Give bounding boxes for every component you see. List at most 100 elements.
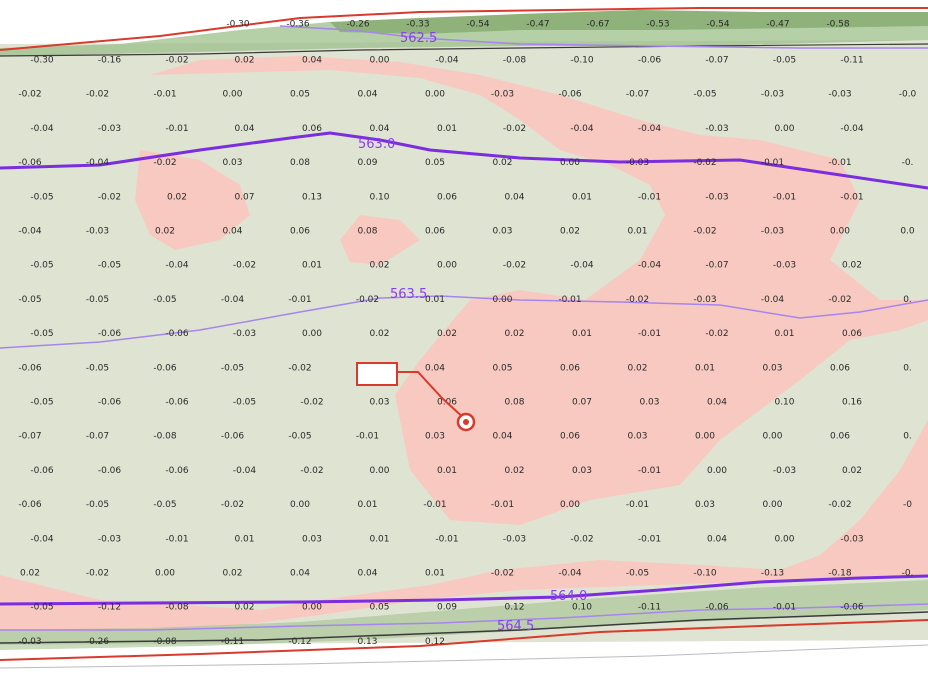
grid-value-top: -0.53: [646, 20, 669, 30]
grid-value: -0.02: [221, 500, 244, 510]
grid-value: -0.02: [300, 398, 323, 408]
grid-value: 0.08: [504, 398, 524, 408]
grid-value: -0.08: [153, 432, 177, 442]
grid-value: -0.07: [705, 56, 728, 66]
grid-value: -0.02: [626, 295, 649, 305]
grid-value: -0.10: [693, 569, 717, 579]
grid-value: 0.07: [234, 192, 254, 202]
grid-value: -0.01: [435, 534, 458, 544]
grid-value: 0.01: [425, 569, 445, 579]
grid-value: -0.04: [86, 158, 110, 168]
grid-value: 0.06: [560, 363, 580, 373]
grid-value: 0.10: [774, 398, 794, 408]
grid-value: -0.06: [558, 90, 582, 100]
road-edge-line: [0, 611, 928, 644]
grid-value: 0.00: [762, 500, 782, 510]
grid-value: 0.06: [830, 432, 850, 442]
grid-value: -0.02: [233, 261, 256, 271]
grid-value: -0.05: [153, 295, 176, 305]
grid-value: -0.01: [638, 329, 661, 339]
grid-value: -0.01: [558, 295, 581, 305]
grid-value: -0.06: [221, 432, 245, 442]
grid-value: -0.06: [840, 603, 864, 613]
grid-value: -0.01: [638, 192, 661, 202]
grid-value: -0.03: [491, 90, 514, 100]
grid-value: -0.04: [638, 124, 662, 134]
grid-value: -0.18: [828, 569, 852, 579]
grid-value: 0.03: [302, 534, 322, 544]
contour-564-0: [0, 574, 928, 606]
grid-value: -0.04: [840, 124, 864, 134]
grid-value: 0.00: [695, 432, 715, 442]
grid-value: -0.03: [761, 227, 784, 237]
grid-value: -0.04: [761, 295, 785, 305]
grid-value: 0.01: [572, 192, 592, 202]
grid-value-top: -0.33: [406, 20, 429, 30]
grid-value: 0.08: [290, 158, 310, 168]
grid-value: -0.04: [165, 261, 189, 271]
grid-value: -0.05: [86, 363, 109, 373]
grid-value: 0.00: [302, 329, 322, 339]
grid-value: 0.04: [290, 569, 310, 579]
grid-values: -0.30 -0.16 -0.02 0.02 0.04 0.00 -0.04 -0.08 -0.…: [18, 20, 916, 647]
slope-band-bottom: [0, 580, 928, 650]
grid-value: -0.05: [98, 261, 121, 271]
grid-value: -0.04: [435, 56, 459, 66]
grid-value: -0.01: [153, 90, 176, 100]
grid-value: 0.02: [234, 56, 254, 66]
grid-value: -0.05: [626, 569, 649, 579]
grid-value: -0.06: [18, 363, 42, 373]
grid-value: -0.03: [98, 534, 121, 544]
grid-value: -0.01: [165, 124, 188, 134]
grid-value: 0.01: [437, 124, 457, 134]
grid-value: -0.05: [233, 398, 256, 408]
grid-value: -0.03: [233, 329, 256, 339]
grid-value: -0.04: [233, 466, 257, 476]
grid-value: 0.06: [830, 363, 850, 373]
grid-value: 0.01: [357, 500, 377, 510]
contour-label-564-0: 564.0: [550, 589, 587, 604]
grid-value-top: -0.30: [226, 20, 250, 30]
grid-value: 0.: [903, 432, 912, 442]
grid-value: -0.02: [705, 329, 728, 339]
grid-value: -0.04: [638, 261, 662, 271]
grid-value: -0.05: [30, 261, 53, 271]
grid-value: -0.01: [828, 158, 851, 168]
grid-value-top: -0.58: [826, 20, 850, 30]
grid-value: 0.06: [842, 329, 862, 339]
grid-value: 0.03: [627, 432, 647, 442]
grid-value: -0.03: [705, 124, 728, 134]
selected-point-marker[interactable]: [356, 362, 476, 432]
grid-value: 0.04: [234, 124, 254, 134]
grid-value: -0.02: [165, 56, 188, 66]
grid-value: 0.09: [437, 603, 457, 613]
grid-value: -0.03: [626, 158, 649, 168]
grid-value: 0.02: [167, 192, 187, 202]
grid-value: -0.01: [491, 500, 514, 510]
grid-value-top: -0.54: [706, 20, 730, 30]
grid-value: -0.08: [503, 56, 527, 66]
grid-value: -0.01: [638, 466, 661, 476]
grid-value-top: -0.54: [466, 20, 490, 30]
grid-value: -0.01: [288, 295, 311, 305]
grid-value: -0.02: [18, 90, 41, 100]
contour-563-0: [0, 131, 928, 190]
grid-value: 0.04: [492, 432, 512, 442]
grid-value: -0.06: [638, 56, 662, 66]
site-boundary-top: [0, 7, 928, 51]
marker-label-box[interactable]: [356, 362, 398, 386]
grid-value: -0.04: [558, 569, 582, 579]
site-boundary-bottom: [0, 619, 928, 661]
grid-value: 0.00: [437, 261, 457, 271]
grid-value: -0.08: [165, 603, 189, 613]
marker-leader-line: [397, 371, 467, 421]
grid-value: -0.01: [773, 603, 796, 613]
grid-value: -0.03: [503, 534, 526, 544]
grid-value: -0.06: [98, 466, 122, 476]
grid-value: 0.01: [369, 534, 389, 544]
grid-value: 0.04: [357, 569, 377, 579]
grid-value: -0.03: [773, 261, 796, 271]
grid-value: 0.05: [492, 363, 512, 373]
grid-value: -0.02: [503, 261, 526, 271]
